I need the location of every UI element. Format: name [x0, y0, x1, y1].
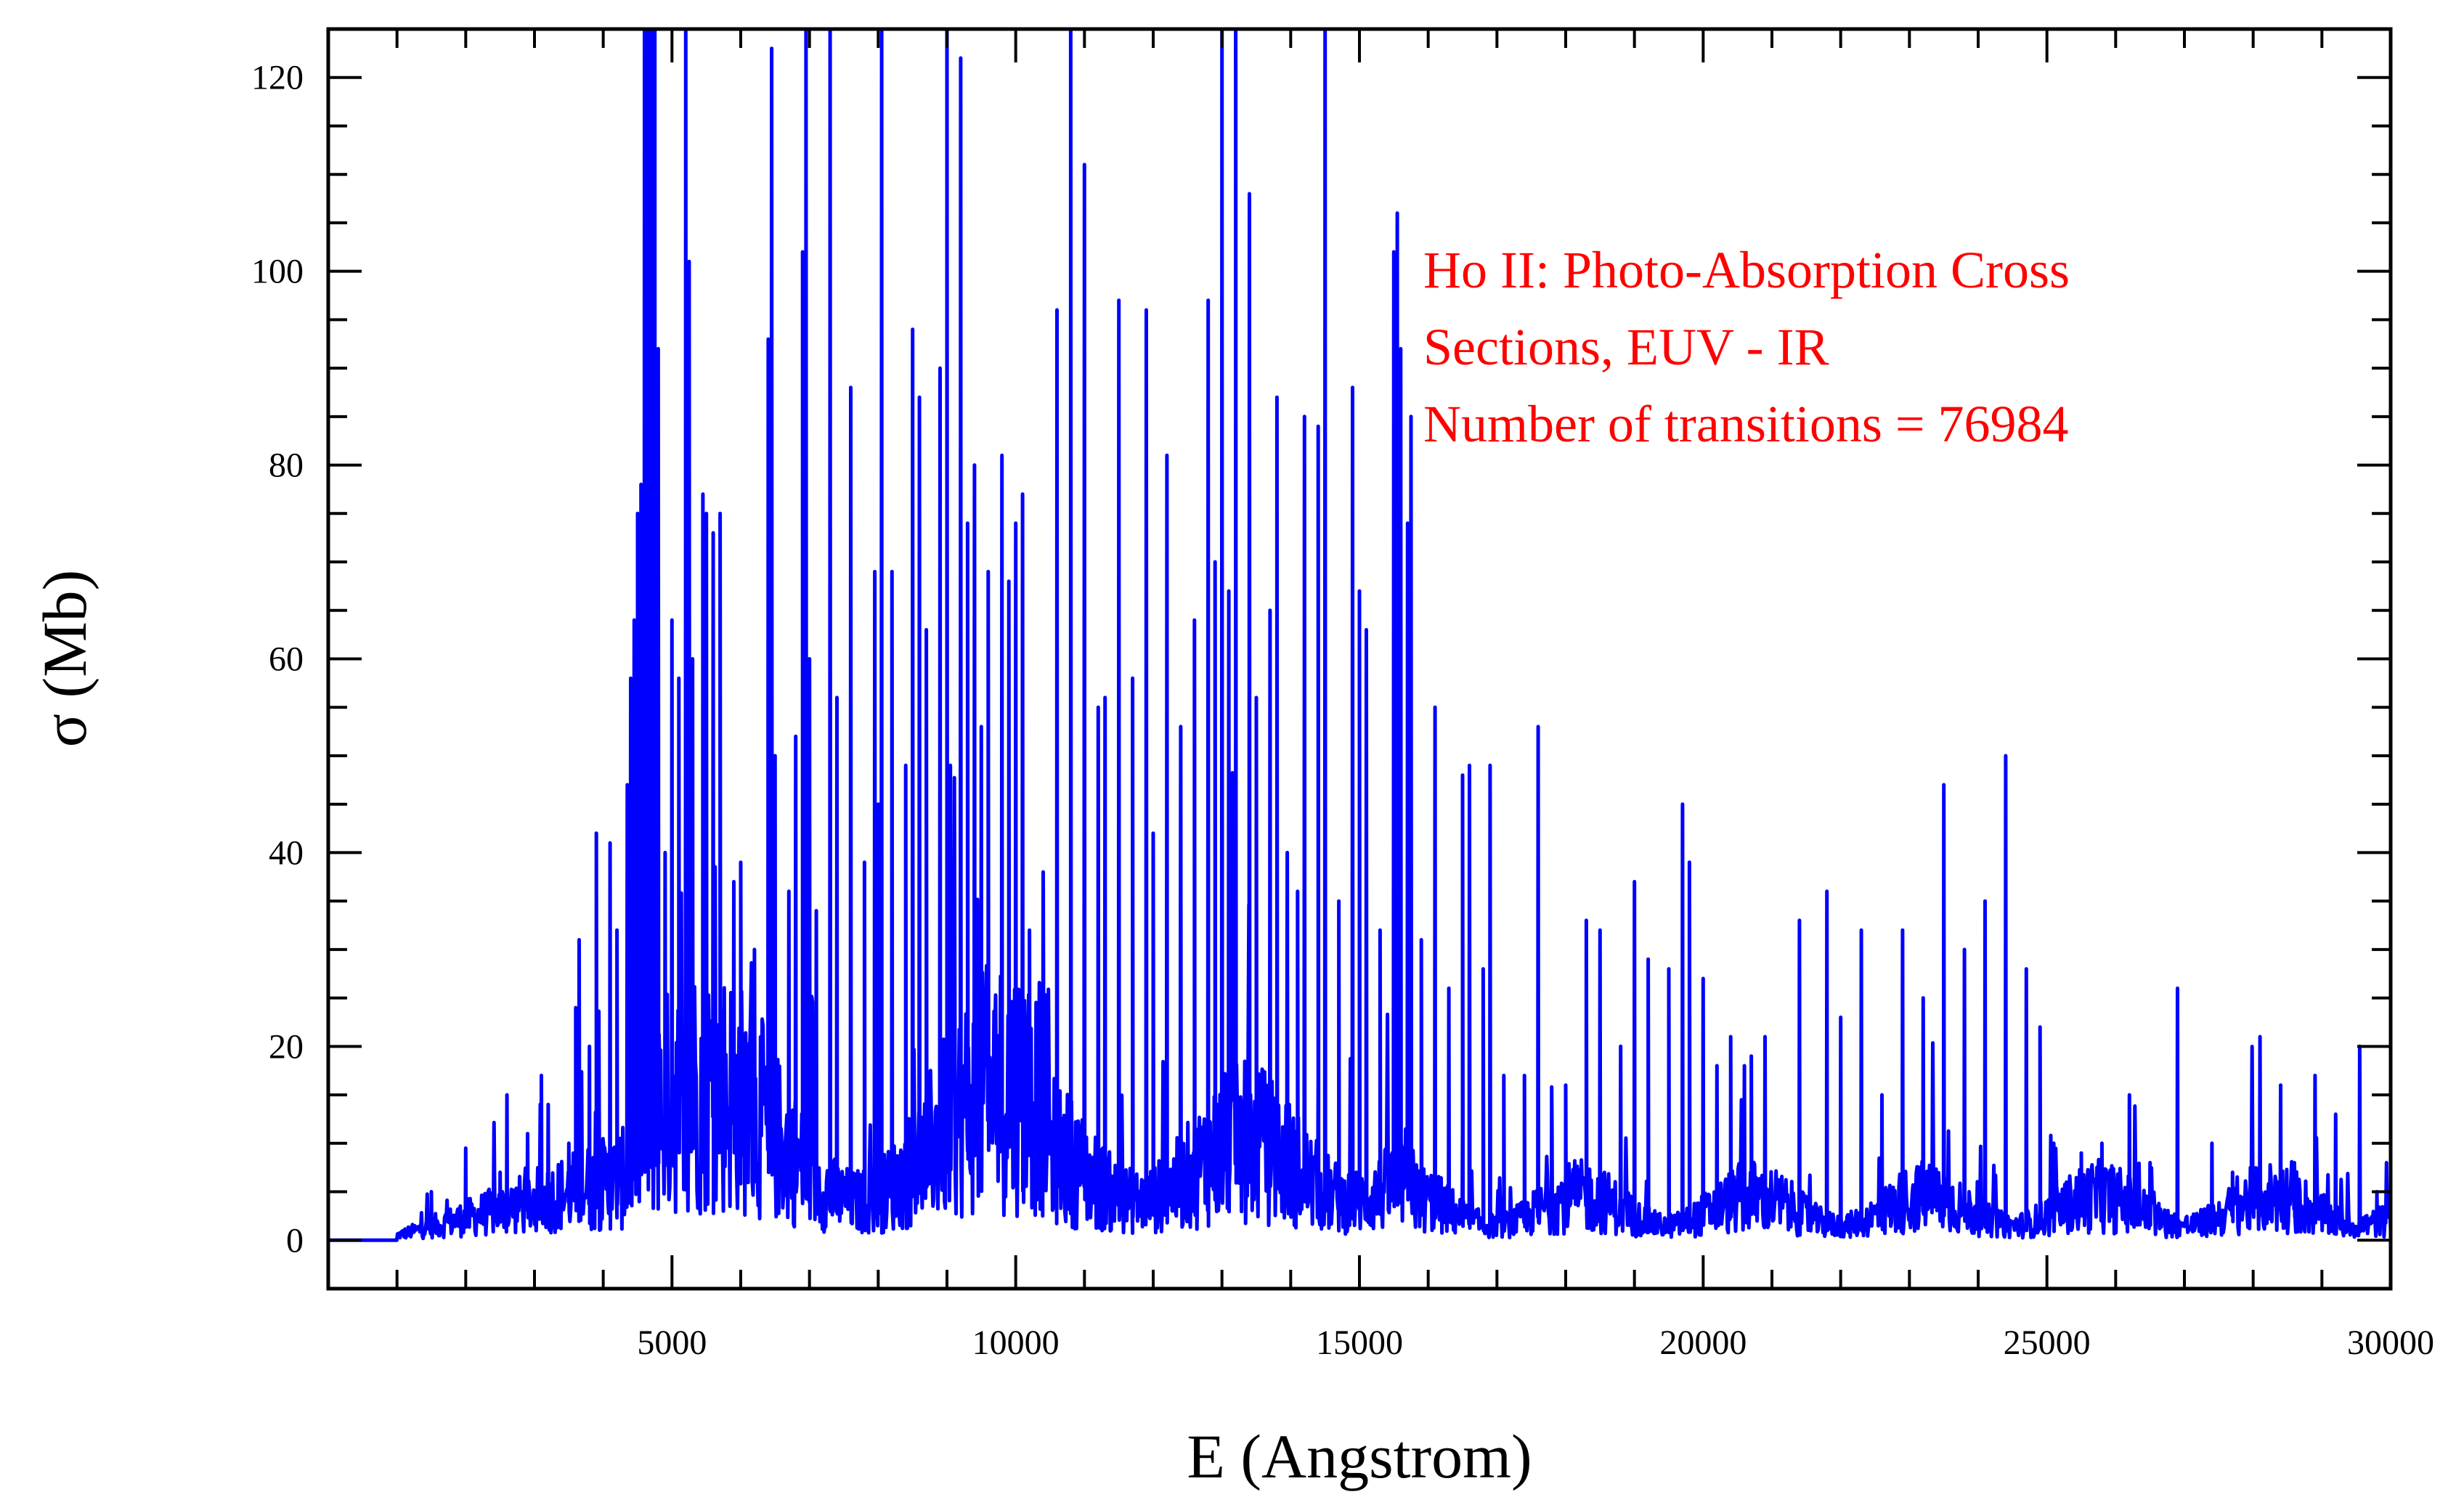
y-tick-label: 20	[269, 1027, 304, 1066]
x-axis-title: E (Angstrom)	[1187, 1422, 1532, 1491]
x-tick-label: 20000	[1659, 1323, 1747, 1362]
x-tick-label: 30000	[2347, 1323, 2434, 1362]
y-tick-label: 60	[269, 640, 304, 679]
y-tick-label: 120	[251, 59, 304, 97]
annotation-line-2: Sections, EUV - IR	[1423, 318, 1829, 376]
x-tick-label: 15000	[1316, 1323, 1403, 1362]
y-tick-label: 80	[269, 446, 304, 485]
x-tick-label: 10000	[972, 1323, 1060, 1362]
y-tick-label: 100	[251, 253, 304, 291]
x-tick-label: 5000	[637, 1323, 707, 1362]
series-line	[328, 29, 2391, 1242]
annotation-line-3: Number of transitions = 76984	[1423, 395, 2069, 453]
y-tick-label: 0	[286, 1221, 304, 1260]
plot-area	[328, 29, 2391, 1242]
annotation-line-1: Ho II: Photo-Absorption Cross	[1423, 241, 2070, 299]
x-tick-label: 25000	[2004, 1323, 2091, 1362]
chart-annotation: Ho II: Photo-Absorption Cross Sections, …	[1423, 241, 2070, 453]
axis-tick-labels: 0 20 40 60 80 100 120 5000 10000 15000 20000 25000 3…	[251, 59, 2434, 1362]
y-tick-label: 40	[269, 833, 304, 872]
y-axis-title: σ (Mb)	[30, 570, 99, 748]
axis-ticks	[328, 29, 2392, 1289]
